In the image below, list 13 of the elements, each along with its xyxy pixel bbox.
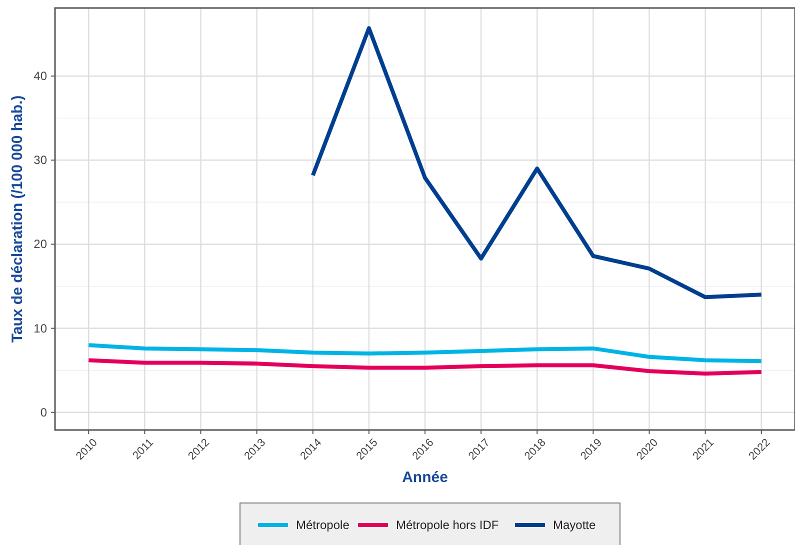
line-series	[86, 358, 764, 376]
y-tick-label: 30	[34, 153, 48, 168]
y-tick-label: 0	[40, 405, 48, 420]
y-axis-title: Taux de déclaration (/100 000 hab.)	[9, 95, 26, 343]
y-tick-label: 20	[34, 237, 48, 252]
legend-label: Mayotte	[553, 518, 596, 532]
legend-label: Métropole	[296, 518, 350, 532]
line-series	[310, 26, 764, 300]
legend-label: Métropole hors IDF	[396, 518, 499, 532]
x-axis-title: Année	[402, 469, 448, 486]
y-tick-label: 40	[34, 69, 48, 84]
line-series	[86, 343, 764, 364]
y-tick-label: 10	[34, 321, 48, 336]
